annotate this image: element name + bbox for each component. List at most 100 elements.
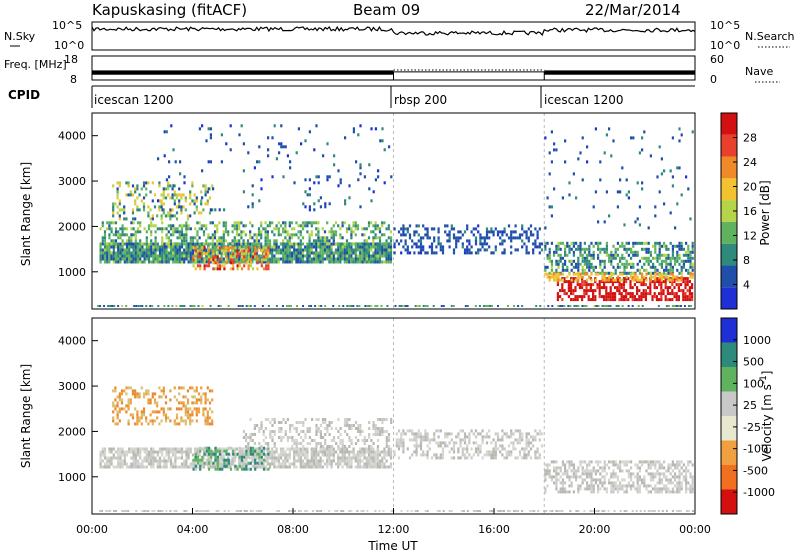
cell bbox=[555, 250, 558, 254]
cell bbox=[180, 260, 184, 264]
cell bbox=[671, 250, 674, 254]
cell bbox=[350, 465, 353, 469]
cell bbox=[136, 227, 140, 231]
cell bbox=[216, 267, 219, 271]
cell bbox=[321, 418, 325, 421]
cell bbox=[161, 453, 164, 457]
ground-cell bbox=[474, 305, 477, 307]
cell bbox=[180, 245, 184, 249]
cell bbox=[189, 450, 192, 454]
cell bbox=[255, 456, 258, 460]
cell bbox=[119, 459, 122, 463]
cell bbox=[315, 459, 318, 463]
cell bbox=[655, 286, 658, 290]
cell bbox=[251, 245, 254, 249]
cell bbox=[254, 252, 257, 256]
cell bbox=[187, 450, 190, 454]
cell bbox=[324, 421, 327, 424]
cell bbox=[546, 469, 549, 473]
cell bbox=[257, 227, 261, 231]
cell bbox=[280, 427, 283, 430]
cell bbox=[590, 241, 593, 245]
cell bbox=[546, 472, 549, 476]
cell bbox=[415, 242, 418, 246]
cell bbox=[306, 245, 309, 249]
cell bbox=[361, 233, 364, 237]
cell bbox=[267, 264, 270, 268]
cell bbox=[575, 265, 578, 269]
cell bbox=[128, 245, 131, 249]
cell bbox=[512, 444, 515, 448]
cell bbox=[614, 295, 617, 299]
cell bbox=[516, 456, 519, 460]
cell bbox=[404, 432, 407, 436]
cell bbox=[385, 445, 388, 448]
ground-cell bbox=[103, 305, 106, 307]
cell bbox=[470, 447, 473, 451]
cell bbox=[208, 416, 212, 420]
cell bbox=[621, 241, 624, 245]
cell bbox=[350, 459, 353, 463]
cell bbox=[570, 268, 573, 272]
cell bbox=[299, 450, 302, 454]
cell bbox=[289, 424, 292, 427]
cell bbox=[116, 404, 119, 408]
cell bbox=[304, 205, 307, 209]
cell bbox=[356, 450, 360, 454]
cell bbox=[110, 242, 113, 246]
cell bbox=[601, 481, 604, 485]
cell bbox=[180, 236, 184, 240]
cell bbox=[167, 242, 170, 246]
cell bbox=[200, 395, 203, 399]
cell bbox=[330, 445, 333, 448]
cell bbox=[145, 456, 148, 460]
cell bbox=[223, 264, 226, 268]
cell bbox=[339, 233, 342, 237]
cell bbox=[286, 154, 289, 158]
cell bbox=[262, 260, 265, 264]
cell bbox=[452, 236, 456, 240]
cell bbox=[173, 395, 176, 399]
cell bbox=[448, 239, 451, 243]
y-tick-label: 3000 bbox=[58, 175, 86, 188]
cell bbox=[218, 465, 221, 469]
ground-cell bbox=[567, 305, 570, 307]
cell bbox=[308, 248, 311, 252]
cell bbox=[220, 456, 223, 460]
cell bbox=[470, 251, 473, 255]
cell bbox=[636, 286, 639, 290]
cell bbox=[260, 178, 263, 182]
cell bbox=[575, 472, 578, 476]
cell bbox=[636, 268, 639, 272]
cell bbox=[199, 249, 202, 253]
cell bbox=[557, 478, 560, 482]
cell bbox=[588, 265, 591, 269]
cell bbox=[330, 251, 333, 255]
cell bbox=[503, 248, 506, 252]
cell bbox=[134, 190, 137, 194]
cell bbox=[337, 257, 340, 261]
cell bbox=[306, 260, 309, 264]
cell bbox=[191, 239, 195, 243]
cell bbox=[634, 275, 637, 279]
cell bbox=[310, 462, 313, 466]
cell bbox=[319, 257, 322, 261]
cell bbox=[284, 257, 287, 261]
cell bbox=[301, 450, 305, 454]
cell bbox=[200, 254, 203, 258]
cell bbox=[645, 250, 648, 254]
cell bbox=[619, 272, 622, 276]
cell bbox=[680, 133, 683, 137]
cell bbox=[123, 257, 126, 261]
cell bbox=[191, 465, 195, 469]
cell bbox=[196, 239, 199, 243]
cell bbox=[103, 456, 107, 460]
cell bbox=[268, 221, 272, 225]
cell bbox=[328, 453, 331, 457]
cell bbox=[158, 205, 161, 209]
cell bbox=[644, 289, 647, 293]
cell bbox=[114, 239, 118, 243]
cell bbox=[619, 190, 622, 194]
cell bbox=[546, 466, 549, 470]
ground-cell bbox=[406, 305, 409, 307]
